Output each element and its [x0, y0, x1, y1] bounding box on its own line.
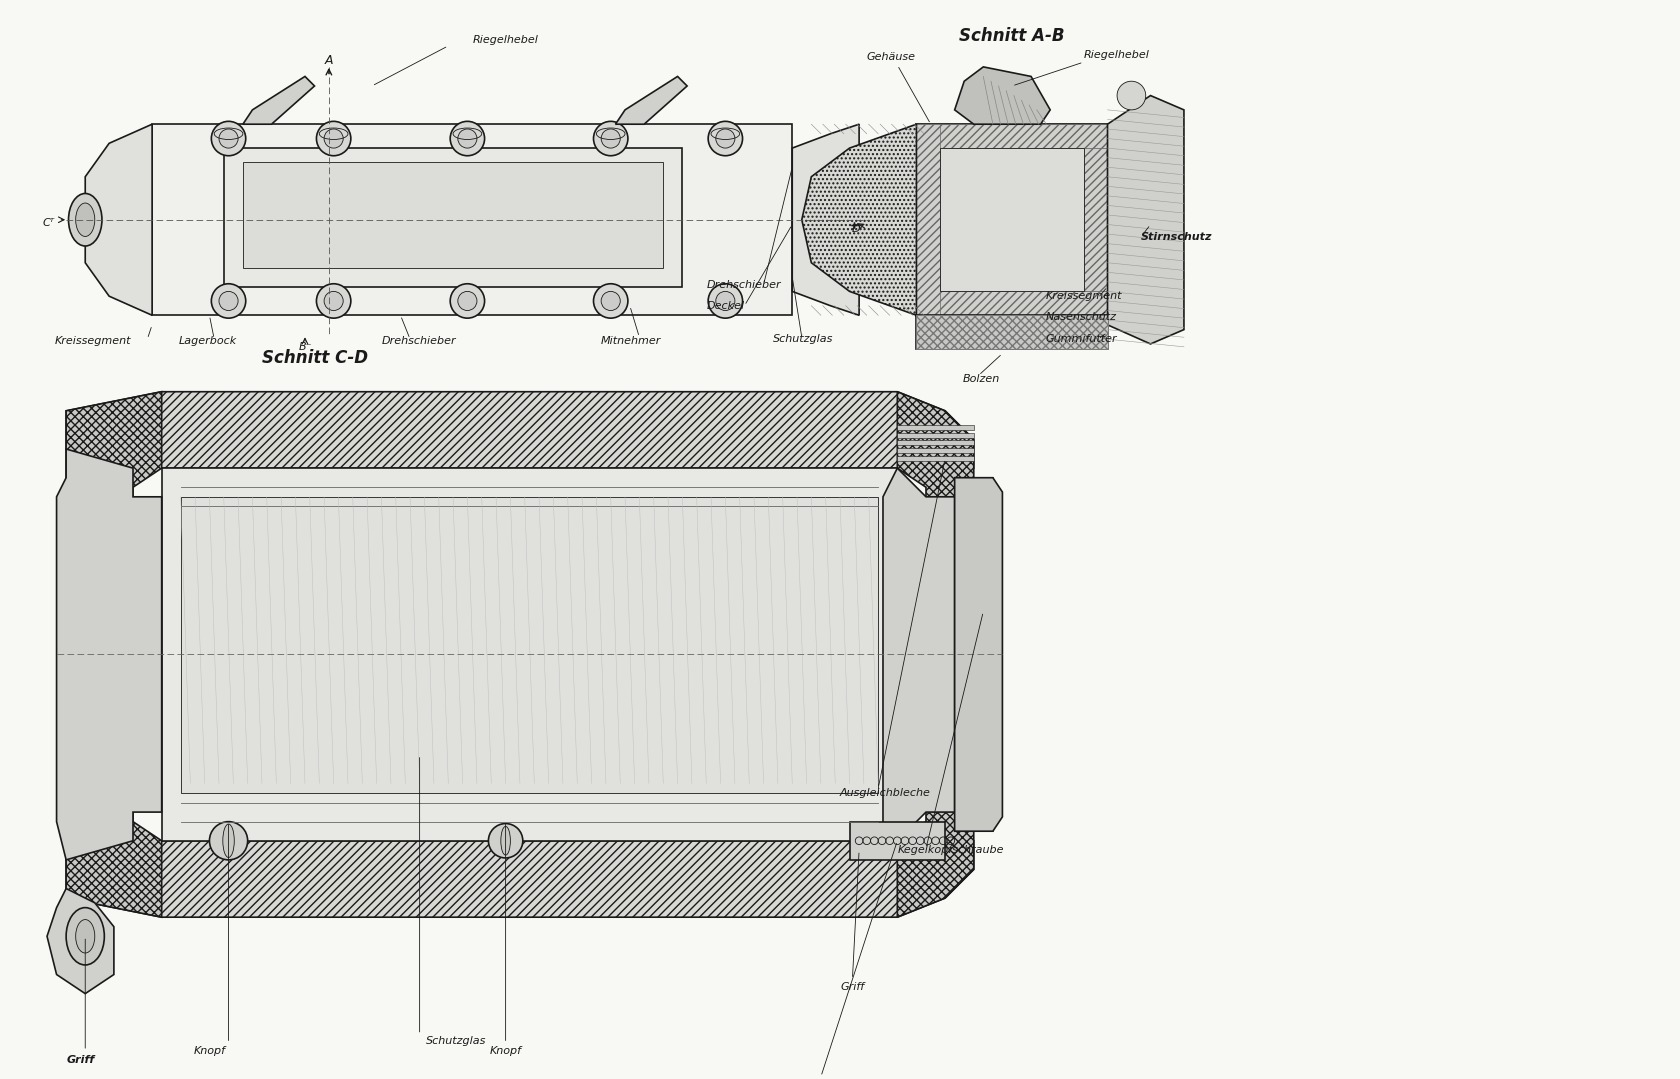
- Bar: [153, 124, 793, 315]
- Circle shape: [218, 129, 239, 148]
- Polygon shape: [954, 478, 1003, 831]
- Bar: [916, 315, 1107, 349]
- Circle shape: [1117, 81, 1146, 110]
- Bar: [897, 440, 974, 446]
- Polygon shape: [66, 392, 161, 917]
- Text: Riegelhebel: Riegelhebel: [1084, 51, 1149, 60]
- Text: Schnitt C-D: Schnitt C-D: [262, 350, 368, 367]
- Circle shape: [459, 291, 477, 311]
- Circle shape: [450, 284, 484, 318]
- Text: Dᵀ: Dᵀ: [852, 224, 864, 234]
- Circle shape: [489, 823, 522, 858]
- Circle shape: [324, 291, 343, 311]
- Polygon shape: [615, 77, 687, 124]
- Text: Drehschieber: Drehschieber: [706, 279, 781, 289]
- Bar: [916, 124, 941, 315]
- Text: Gummifutter: Gummifutter: [1045, 334, 1117, 344]
- Ellipse shape: [76, 919, 94, 953]
- Polygon shape: [897, 392, 974, 917]
- Polygon shape: [57, 449, 161, 860]
- Polygon shape: [66, 392, 974, 468]
- Text: Mitnehmer: Mitnehmer: [601, 336, 662, 346]
- Polygon shape: [47, 888, 114, 994]
- Bar: [916, 124, 1107, 148]
- Bar: [850, 821, 946, 860]
- Text: Gehäuse: Gehäuse: [867, 52, 916, 63]
- Polygon shape: [1107, 96, 1184, 344]
- Bar: [897, 455, 974, 461]
- Bar: [897, 448, 974, 453]
- Bar: [897, 433, 974, 438]
- Polygon shape: [66, 841, 974, 917]
- Text: Ausgleichbleche: Ausgleichbleche: [840, 788, 931, 798]
- Bar: [941, 148, 1084, 291]
- Circle shape: [316, 284, 351, 318]
- Ellipse shape: [76, 203, 94, 236]
- Text: Drehschieber: Drehschieber: [381, 336, 455, 346]
- Text: Bolzen: Bolzen: [963, 374, 1000, 384]
- Polygon shape: [244, 77, 314, 124]
- Bar: [954, 478, 993, 831]
- Circle shape: [601, 291, 620, 311]
- Text: Kreissegment: Kreissegment: [1045, 291, 1122, 301]
- Text: Schutzglas: Schutzglas: [773, 334, 833, 344]
- Polygon shape: [801, 124, 916, 315]
- Text: Schnitt A-B: Schnitt A-B: [959, 27, 1065, 45]
- Text: Griff: Griff: [66, 1055, 94, 1065]
- Circle shape: [212, 121, 245, 155]
- Circle shape: [709, 284, 743, 318]
- Circle shape: [210, 821, 247, 860]
- Circle shape: [324, 129, 343, 148]
- Polygon shape: [884, 468, 954, 841]
- Ellipse shape: [66, 907, 104, 965]
- Text: Stirnschutz: Stirnschutz: [1141, 232, 1213, 242]
- Bar: [916, 124, 1107, 315]
- Bar: [223, 148, 682, 287]
- Text: Knopf: Knopf: [489, 1046, 521, 1056]
- Circle shape: [716, 291, 734, 311]
- Ellipse shape: [840, 196, 869, 244]
- Bar: [181, 496, 879, 793]
- Circle shape: [601, 129, 620, 148]
- Text: Riegelhebel: Riegelhebel: [472, 36, 539, 45]
- Bar: [1084, 148, 1107, 291]
- Bar: [161, 468, 897, 841]
- Circle shape: [459, 129, 477, 148]
- Polygon shape: [954, 67, 1050, 124]
- Circle shape: [1121, 141, 1142, 164]
- Circle shape: [593, 121, 628, 155]
- Text: Lagerbock: Lagerbock: [178, 336, 237, 346]
- Polygon shape: [86, 124, 153, 315]
- Circle shape: [212, 284, 245, 318]
- Circle shape: [716, 129, 734, 148]
- Text: Nasenschutz: Nasenschutz: [1045, 312, 1117, 323]
- Bar: [916, 291, 1107, 315]
- Text: A: A: [324, 54, 333, 67]
- Circle shape: [316, 121, 351, 155]
- Circle shape: [593, 284, 628, 318]
- Ellipse shape: [501, 827, 511, 855]
- Text: Kreissegment: Kreissegment: [55, 336, 131, 346]
- Text: Cᵀ: Cᵀ: [42, 218, 55, 228]
- Ellipse shape: [223, 824, 234, 858]
- Bar: [916, 315, 1107, 349]
- Text: Schutzglas: Schutzglas: [425, 1037, 486, 1047]
- Circle shape: [218, 291, 239, 311]
- Polygon shape: [793, 124, 858, 315]
- Circle shape: [1107, 129, 1156, 177]
- Text: Knopf: Knopf: [193, 1046, 225, 1056]
- Text: B⁻: B⁻: [299, 342, 312, 352]
- Circle shape: [709, 121, 743, 155]
- Text: Deckel: Deckel: [706, 301, 744, 311]
- Text: Griff: Griff: [840, 982, 864, 992]
- Circle shape: [450, 121, 484, 155]
- Bar: [244, 163, 664, 268]
- Bar: [897, 425, 974, 429]
- Text: Kegelkopfschraube: Kegelkopfschraube: [897, 845, 1005, 856]
- Ellipse shape: [69, 193, 102, 246]
